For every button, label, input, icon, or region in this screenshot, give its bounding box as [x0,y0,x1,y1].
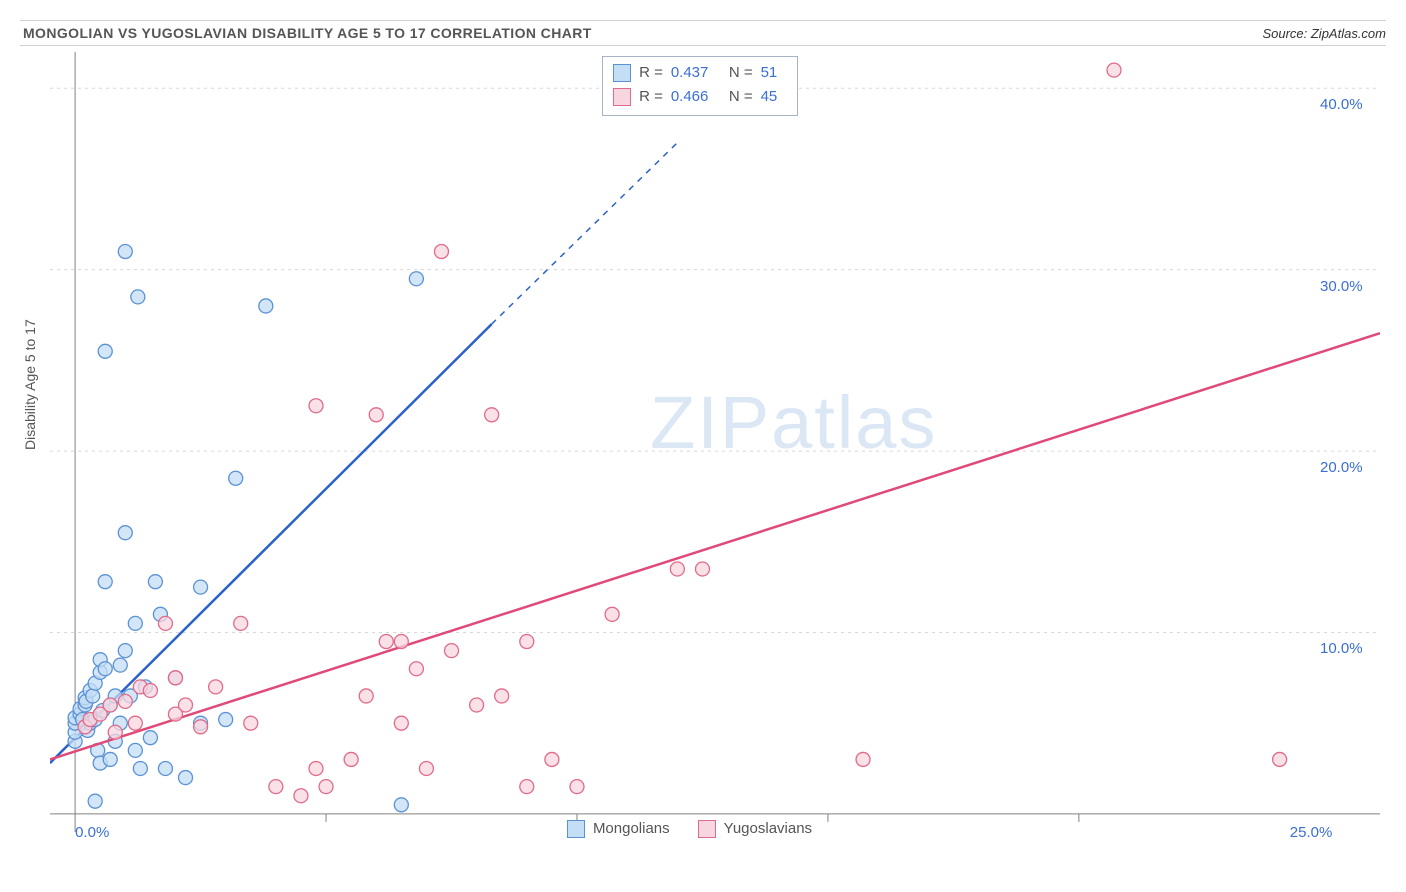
source-prefix: Source: [1262,26,1310,41]
legend-n-value: 45 [761,85,787,109]
y-axis-label: Disability Age 5 to 17 [22,319,38,450]
legend-r-value: 0.466 [671,85,721,109]
legend-swatch [613,64,631,82]
source-name: ZipAtlas.com [1311,26,1386,41]
chart-source: Source: ZipAtlas.com [1262,26,1386,41]
legend-n-label: N = [729,85,753,109]
legend-series-label: Mongolians [593,820,670,837]
series-legend: Mongolians Yugoslavians [567,820,812,838]
y-tick: 40.0% [1320,96,1363,113]
corr-legend-row: R = 0.466 N = 45 [613,85,787,109]
corr-legend-row: R = 0.437 N = 51 [613,61,787,85]
legend-series-label: Yugoslavians [724,820,812,837]
legend-r-label: R = [639,85,663,109]
series-legend-item: Mongolians [567,820,670,838]
chart-header: MONGOLIAN VS YUGOSLAVIAN DISABILITY AGE … [20,20,1386,46]
chart-title: MONGOLIAN VS YUGOSLAVIAN DISABILITY AGE … [23,25,592,41]
scatter-chart [50,52,1380,832]
legend-swatch [698,820,716,838]
legend-r-label: R = [639,61,663,85]
legend-swatch [613,88,631,106]
y-tick: 20.0% [1320,459,1363,476]
x-tick: 25.0% [1290,824,1333,841]
correlation-legend: R = 0.437 N = 51 R = 0.466 N = 45 [602,56,798,116]
x-tick: 0.0% [75,824,109,841]
legend-n-value: 51 [761,61,787,85]
legend-n-label: N = [729,61,753,85]
series-legend-item: Yugoslavians [698,820,812,838]
legend-r-value: 0.437 [671,61,721,85]
y-tick: 10.0% [1320,640,1363,657]
legend-swatch [567,820,585,838]
y-tick: 30.0% [1320,278,1363,295]
